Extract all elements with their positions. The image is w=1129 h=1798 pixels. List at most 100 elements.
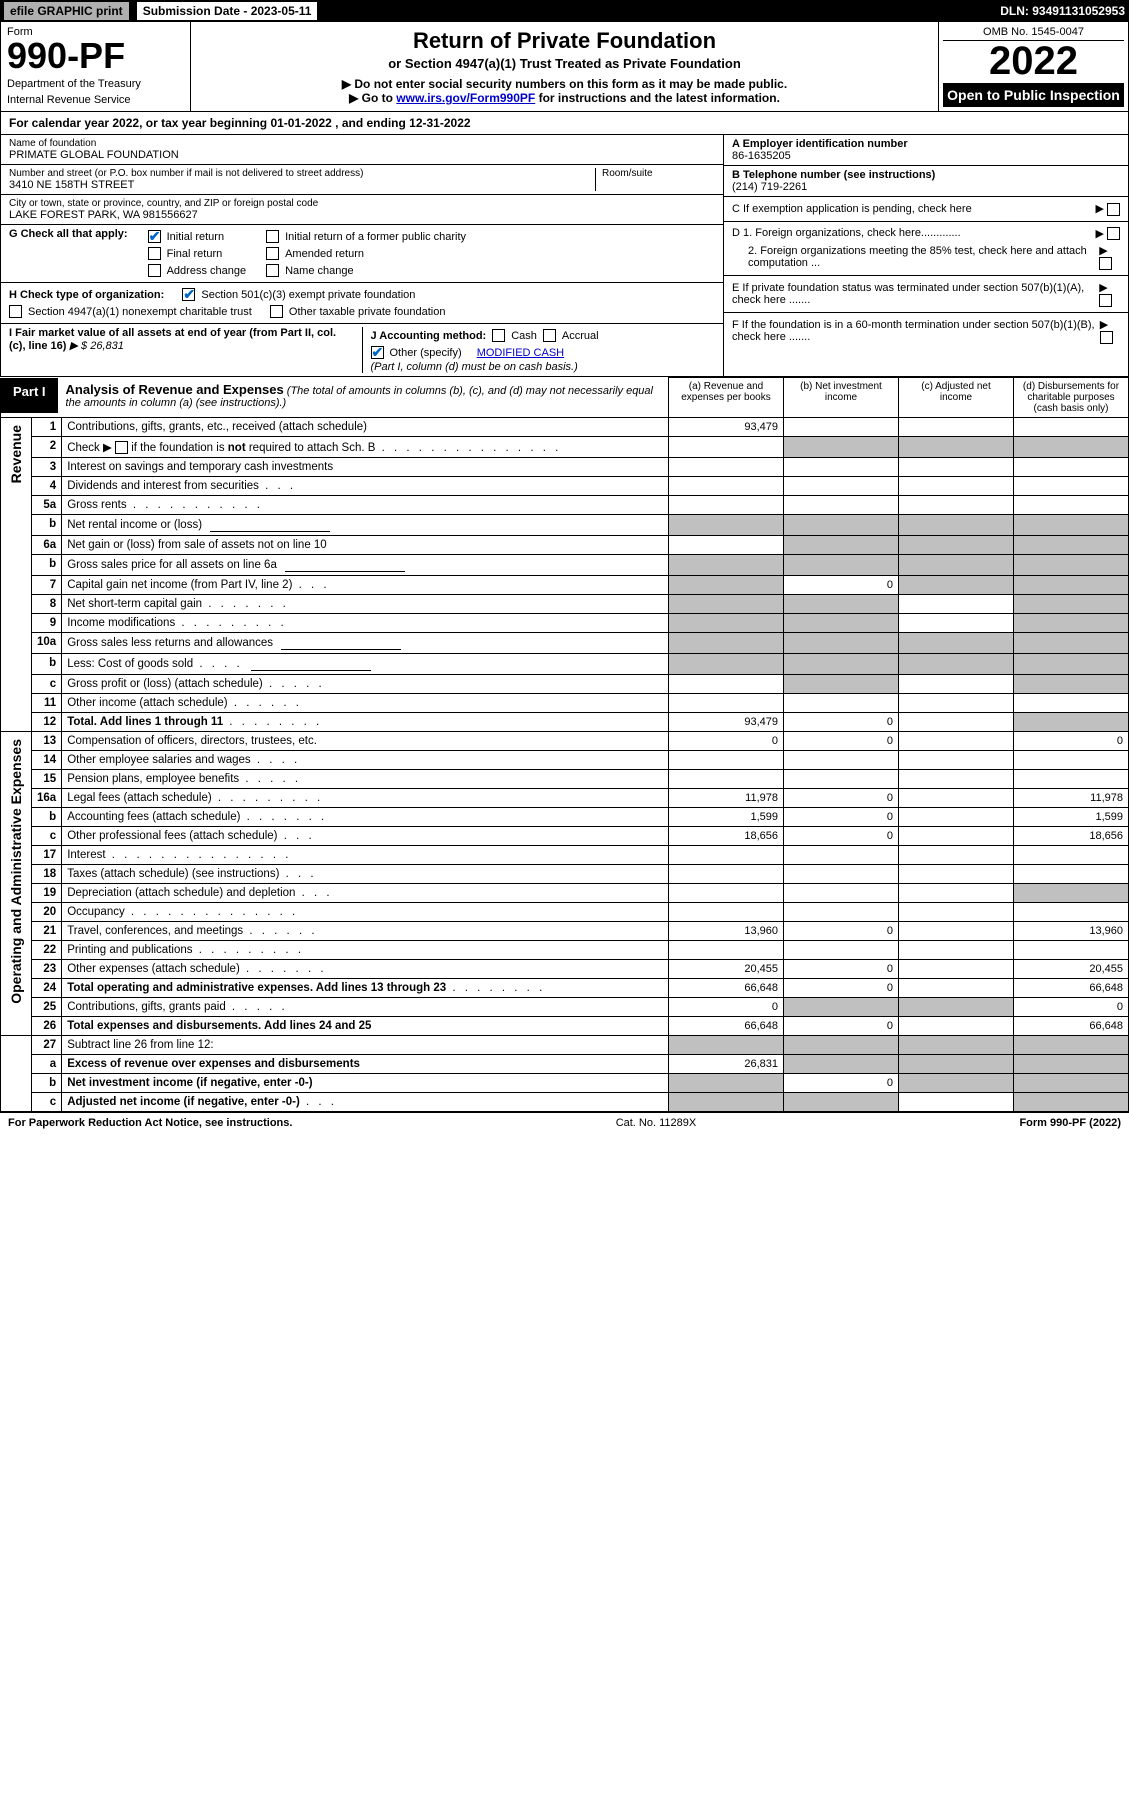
row-number: 12 [32, 713, 62, 732]
col-d-value: 18,656 [1014, 827, 1129, 846]
row-desc: Income modifications . . . . . . . . . [62, 614, 669, 633]
table-row: 16aLegal fees (attach schedule) . . . . … [1, 789, 1129, 808]
name-change-label: Name change [285, 265, 354, 277]
col-b-value: 0 [784, 576, 899, 595]
col-b-value [784, 865, 899, 884]
top-bar: efile GRAPHIC print Submission Date - 20… [0, 0, 1129, 22]
calendar-year-row: For calendar year 2022, or tax year begi… [0, 112, 1129, 135]
4947-checkbox[interactable] [9, 305, 22, 318]
col-d-value: 0 [1014, 998, 1129, 1017]
foundation-name-cell: Name of foundation PRIMATE GLOBAL FOUNDA… [1, 135, 723, 164]
table-row: 7Capital gain net income (from Part IV, … [1, 576, 1129, 595]
c-cell: C If exemption application is pending, c… [724, 196, 1128, 221]
col-b-value [784, 477, 899, 496]
table-row: 14Other employee salaries and wages . . … [1, 751, 1129, 770]
col-b-value [784, 675, 899, 694]
final-return-checkbox[interactable] [148, 247, 161, 260]
city-cell: City or town, state or province, country… [1, 194, 723, 224]
row-number: 22 [32, 941, 62, 960]
initial-return-label: Initial return [167, 231, 224, 243]
col-d-value: 66,648 [1014, 979, 1129, 998]
row-desc: Total expenses and disbursements. Add li… [62, 1017, 669, 1036]
col-c-value [899, 865, 1014, 884]
table-row: 22Printing and publications . . . . . . … [1, 941, 1129, 960]
efile-label[interactable]: efile GRAPHIC print [4, 2, 129, 20]
col-c-value [899, 789, 1014, 808]
row-desc: Gross profit or (loss) (attach schedule)… [62, 675, 669, 694]
row-number: 7 [32, 576, 62, 595]
initial-former-checkbox[interactable] [266, 230, 279, 243]
col-d-value [1014, 555, 1129, 576]
name-change-checkbox[interactable] [266, 264, 279, 277]
ein-cell: A Employer identification number 86-1635… [724, 135, 1128, 165]
city-label: City or town, state or province, country… [9, 198, 715, 209]
col-d-value [1014, 675, 1129, 694]
f-checkbox[interactable] [1100, 331, 1113, 344]
col-a-value: 20,455 [669, 960, 784, 979]
form-link[interactable]: www.irs.gov/Form990PF [396, 91, 535, 105]
header-left: Form 990-PF Department of the Treasury I… [1, 22, 191, 111]
row-number: c [32, 675, 62, 694]
row-desc: Contributions, gifts, grants paid . . . … [62, 998, 669, 1017]
col-d-value: 66,648 [1014, 1017, 1129, 1036]
col-d-value: 20,455 [1014, 960, 1129, 979]
addr-change-checkbox[interactable] [148, 264, 161, 277]
col-d-value [1014, 614, 1129, 633]
amended-label: Amended return [285, 248, 364, 260]
col-b-value [784, 418, 899, 437]
table-row: 2Check ▶ if the foundation is not requir… [1, 437, 1129, 458]
col-c-value [899, 536, 1014, 555]
col-a-value: 11,978 [669, 789, 784, 808]
col-d-value [1014, 903, 1129, 922]
row-desc: Net short-term capital gain . . . . . . … [62, 595, 669, 614]
col-d-value [1014, 713, 1129, 732]
501c3-checkbox[interactable] [182, 288, 195, 301]
initial-return-checkbox[interactable] [148, 230, 161, 243]
form-number: 990-PF [7, 38, 184, 74]
col-c-value [899, 1055, 1014, 1074]
header-mid: Return of Private Foundation or Section … [191, 22, 938, 111]
amended-checkbox[interactable] [266, 247, 279, 260]
col-d-value [1014, 751, 1129, 770]
cash-checkbox[interactable] [492, 329, 505, 342]
addr-change-label: Address change [167, 265, 247, 277]
col-c-value [899, 675, 1014, 694]
accrual-checkbox[interactable] [543, 329, 556, 342]
table-row: 23Other expenses (attach schedule) . . .… [1, 960, 1129, 979]
other-taxable-checkbox[interactable] [270, 305, 283, 318]
col-c-value [899, 418, 1014, 437]
other-method-value: MODIFIED CASH [477, 347, 564, 359]
d2-checkbox[interactable] [1099, 257, 1112, 270]
d1-checkbox[interactable] [1107, 227, 1120, 240]
sub2b-post: for instructions and the latest informat… [535, 91, 780, 105]
row-number: 3 [32, 458, 62, 477]
col-b-value [784, 903, 899, 922]
form-subtitle2b: ▶ Go to www.irs.gov/Form990PF for instru… [197, 91, 932, 105]
col-b-value [784, 654, 899, 675]
col-c-value [899, 576, 1014, 595]
schb-checkbox[interactable] [115, 441, 128, 454]
accrual-label: Accrual [562, 330, 599, 342]
expenses-section-label: Operating and Administrative Expenses [6, 735, 26, 1008]
table-row: 19Depreciation (attach schedule) and dep… [1, 884, 1129, 903]
col-d-value: 11,978 [1014, 789, 1129, 808]
c-checkbox[interactable] [1107, 203, 1120, 216]
col-a-value: 26,831 [669, 1055, 784, 1074]
table-row: 26Total expenses and disbursements. Add … [1, 1017, 1129, 1036]
table-row: bGross sales price for all assets on lin… [1, 555, 1129, 576]
dln: DLN: 93491131052953 [1000, 4, 1125, 18]
other-method-checkbox[interactable] [371, 346, 384, 359]
info-grid: Name of foundation PRIMATE GLOBAL FOUNDA… [0, 135, 1129, 377]
col-a-value [669, 846, 784, 865]
e-checkbox[interactable] [1099, 294, 1112, 307]
table-row: 24Total operating and administrative exp… [1, 979, 1129, 998]
row-number: 13 [32, 732, 62, 751]
address: 3410 NE 158TH STREET [9, 179, 595, 191]
table-row: 17Interest . . . . . . . . . . . . . . . [1, 846, 1129, 865]
col-a-value: 93,479 [669, 713, 784, 732]
col-c-value [899, 437, 1014, 458]
part1-table: Part I Analysis of Revenue and Expenses … [0, 377, 1129, 1112]
table-row: cGross profit or (loss) (attach schedule… [1, 675, 1129, 694]
row-number: 25 [32, 998, 62, 1017]
col-b-value [784, 536, 899, 555]
